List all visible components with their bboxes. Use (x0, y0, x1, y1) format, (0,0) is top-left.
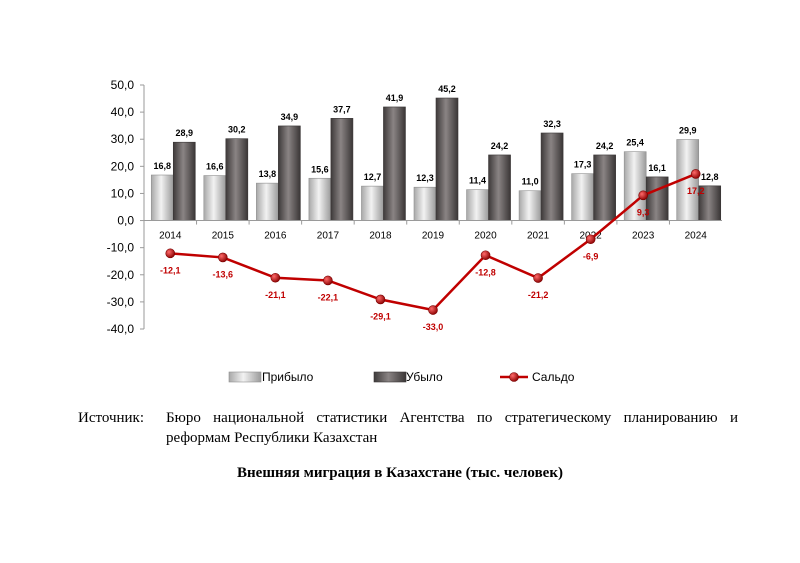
y-tick-label: -40,0 (107, 322, 135, 336)
bar-label-arrived: 25,4 (626, 138, 644, 148)
balance-point-label: 17,2 (687, 186, 705, 196)
legend-label-balance: Сальдо (532, 370, 575, 384)
bar-label-arrived: 15,6 (311, 164, 329, 174)
balance-point (165, 248, 176, 259)
bar-arrived (361, 185, 384, 221)
balance-point-label: -29,1 (370, 311, 391, 321)
bar-label-departed: 41,9 (386, 93, 404, 103)
legend-swatch-balance-dot (509, 372, 519, 382)
balance-point (533, 273, 543, 283)
bar-label-departed: 30,2 (228, 125, 246, 135)
y-tick-label: 20,0 (111, 159, 135, 173)
bar-label-arrived: 29,9 (679, 125, 697, 135)
chart-caption: Внешняя миграция в Казахстане (тыс. чело… (237, 465, 563, 481)
bar-departed (593, 154, 616, 221)
x-tick-label: 2016 (264, 231, 287, 242)
bar-departed (278, 125, 301, 221)
balance-point-label: -12,8 (475, 267, 496, 277)
bar-label-arrived: 17,3 (574, 160, 592, 170)
balance-point (585, 234, 596, 245)
balance-point-label: -13,6 (213, 269, 234, 279)
balance-point-label: -6,9 (583, 251, 599, 261)
bar-departed (488, 154, 511, 221)
bar-arrived (203, 175, 227, 221)
balance-point (375, 294, 386, 305)
bar-arrived (256, 182, 279, 221)
y-tick-label: -20,0 (107, 268, 135, 282)
x-tick-label: 2015 (212, 231, 235, 242)
bar-arrived (308, 177, 332, 221)
legend-label-arrived: Прибыло (262, 370, 314, 384)
y-tick-label: 40,0 (111, 105, 135, 119)
balance-point-label: -22,1 (318, 292, 339, 302)
bar-departed (383, 106, 406, 221)
balance-point (323, 275, 333, 286)
x-tick-label: 2021 (527, 231, 550, 242)
bar-departed (540, 132, 564, 221)
balance-line: -12,1 -13,6 -21,1 -22,1 -29,1 -33,0 -12,8 -21,2… (160, 169, 704, 332)
balance-point (218, 252, 228, 263)
balance-point (480, 250, 491, 261)
bar-label-arrived: 12,7 (364, 172, 382, 182)
balance-point (270, 272, 281, 283)
y-tick-label: -10,0 (107, 241, 135, 255)
x-tick-label: 2018 (369, 231, 392, 242)
bar-label-arrived: 16,6 (206, 162, 224, 172)
legend-swatch-arrived (228, 371, 262, 383)
x-tick-label: 2014 (159, 231, 182, 242)
source-label: Источник: (78, 410, 145, 426)
bar-label-departed: 28,9 (176, 128, 194, 138)
legend-swatch-departed (373, 371, 407, 383)
bar-arrived (571, 173, 594, 221)
bar-arrived (150, 174, 174, 221)
bar-label-departed: 24,2 (491, 141, 509, 151)
bar-arrived (518, 190, 542, 221)
bar-label-departed: 32,3 (543, 119, 561, 129)
bar-label-departed: 45,2 (438, 84, 456, 94)
bar-departed (330, 118, 354, 221)
bars: 16,8 28,9 16,6 30,2 13,8 34,9 15,6 37,7 12,7 41,9… (150, 84, 722, 221)
x-tick-label: 2023 (632, 231, 655, 242)
balance-point (690, 169, 701, 179)
source-note: Источник: Бюро национальной статистики А… (78, 408, 738, 448)
y-tick-label: 10,0 (111, 186, 135, 200)
bar-label-arrived: 11,0 (522, 177, 539, 187)
x-tick-label: 2024 (685, 231, 708, 242)
y-axis: 50,0 40,0 30,0 20,0 10,0 0,0 -10,0 -20,0 -30,0 -4… (107, 78, 145, 336)
x-tick-label: 2019 (422, 231, 445, 242)
balance-point (428, 305, 438, 315)
balance-point-label: -21,1 (265, 290, 286, 300)
y-tick-label: 50,0 (111, 78, 135, 92)
bar-departed (435, 97, 459, 221)
legend: Прибыло Убыло Сальдо (228, 370, 575, 384)
bar-label-arrived: 12,3 (416, 173, 434, 183)
y-tick-label: -30,0 (107, 295, 135, 309)
bar-arrived (413, 186, 437, 221)
bar-label-departed: 16,1 (648, 163, 666, 173)
balance-point-label: -21,2 (528, 290, 549, 300)
x-tick-label: 2020 (474, 231, 497, 242)
balance-point-label: 9,3 (637, 207, 650, 217)
balance-point-label: -33,0 (423, 322, 444, 332)
bar-label-departed: 24,2 (596, 141, 614, 151)
legend-label-departed: Убыло (406, 370, 443, 384)
y-tick-label: 30,0 (111, 132, 135, 146)
balance-point (638, 190, 648, 201)
bar-departed (172, 141, 196, 221)
bar-label-arrived: 13,8 (259, 169, 277, 179)
bar-label-departed: 12,8 (701, 172, 719, 182)
bar-label-arrived: 16,8 (154, 161, 172, 171)
balance-point-label: -12,1 (160, 265, 181, 275)
x-tick-label: 2017 (317, 231, 340, 242)
y-tick-label: 0,0 (117, 214, 134, 228)
source-text: Бюро национальной статистики Агентства п… (166, 410, 738, 446)
bar-departed (225, 138, 249, 221)
migration-chart: 50,0 40,0 30,0 20,0 10,0 0,0 -10,0 -20,0 -30,0 -4… (107, 78, 722, 384)
bar-label-arrived: 11,4 (469, 176, 486, 186)
bar-label-departed: 34,9 (281, 112, 299, 122)
bar-label-departed: 37,7 (333, 104, 351, 114)
bar-departed (645, 176, 669, 221)
bar-arrived (466, 189, 489, 221)
x-axis: 2014201520162017201820192020202120222023… (143, 220, 722, 242)
